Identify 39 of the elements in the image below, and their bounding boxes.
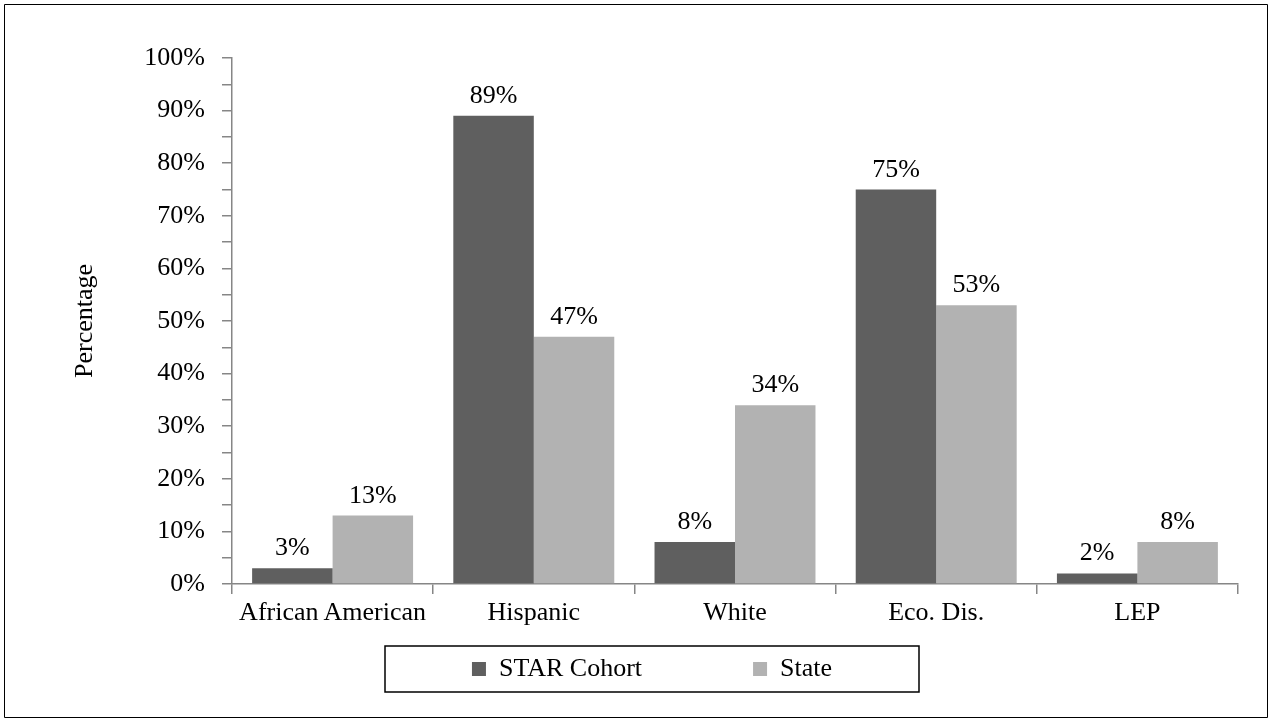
x-tick-label: White <box>703 597 767 627</box>
data-label: 47% <box>550 300 598 330</box>
y-tick-label: 20% <box>157 462 205 492</box>
bar <box>654 541 735 584</box>
bar <box>855 189 937 584</box>
data-label: 13% <box>349 479 397 509</box>
y-tick-label: 70% <box>157 199 205 229</box>
data-label: 75% <box>872 153 920 183</box>
x-tick-label: LEP <box>1114 597 1161 627</box>
y-tick-label: 30% <box>157 410 205 440</box>
y-tick-label: 60% <box>157 252 205 282</box>
y-tick-label: 80% <box>157 147 205 177</box>
y-axis-title: Percentage <box>69 263 99 379</box>
bar <box>1056 573 1138 584</box>
data-label: 2% <box>1079 537 1115 567</box>
y-tick-label: 0% <box>170 567 205 597</box>
bar <box>453 115 534 584</box>
y-tick-label: 90% <box>157 94 205 124</box>
bar <box>332 515 414 584</box>
data-label: 8% <box>677 505 713 535</box>
x-tick-label: African American <box>239 597 427 627</box>
data-label: 8% <box>1160 505 1195 535</box>
data-label: 3% <box>275 532 310 562</box>
bar <box>1137 541 1218 584</box>
data-label: 53% <box>952 269 1001 299</box>
bar <box>533 336 615 584</box>
y-tick-label: 10% <box>157 515 205 545</box>
legend-label: State <box>780 652 833 682</box>
data-label: 34% <box>751 369 800 399</box>
bar <box>252 568 333 584</box>
legend-label: STAR Cohort <box>498 652 643 682</box>
x-tick-label: Eco. Dis. <box>888 597 985 627</box>
x-tick-label: Hispanic <box>487 597 581 627</box>
bar <box>735 405 816 584</box>
bar <box>936 305 1017 584</box>
data-label: 89% <box>469 79 518 109</box>
y-tick-label: 100% <box>144 41 205 71</box>
y-tick-label: 50% <box>157 304 205 334</box>
y-tick-label: 40% <box>157 357 205 387</box>
